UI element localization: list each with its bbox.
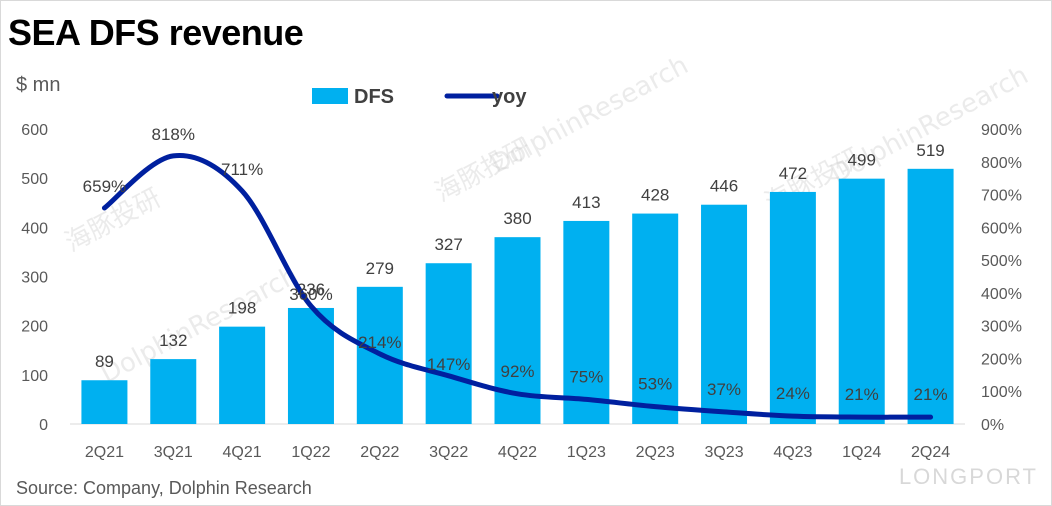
source-note: Source: Company, Dolphin Research (16, 478, 312, 498)
bar-dfs (81, 380, 128, 424)
yoy-value-label: 53% (638, 375, 672, 394)
y-left-tick-label: 0 (39, 417, 48, 434)
y-left-tick-label: 100 (21, 368, 48, 385)
bar-dfs (632, 213, 679, 424)
y-right-tick-label: 600% (981, 220, 1022, 237)
y-left-tick-label: 200 (21, 319, 48, 336)
y-right-tick-label: 0% (981, 417, 1004, 434)
yoy-point (654, 405, 657, 408)
yoy-value-label: 21% (914, 385, 948, 404)
x-tick-label: 1Q22 (291, 444, 330, 461)
yoy-point (378, 352, 381, 355)
x-tick-label: 2Q22 (360, 444, 399, 461)
bar-dfs (425, 263, 472, 424)
bar-dfs (907, 168, 954, 424)
legend-label-yoy: yoy (492, 86, 527, 108)
y-left-tick-label: 500 (21, 171, 48, 188)
x-tick-label: 4Q22 (498, 444, 537, 461)
bar-value-label: 380 (503, 209, 531, 228)
y-right-tick-label: 400% (981, 286, 1022, 303)
y-right-tick-label: 500% (981, 253, 1022, 270)
y-axis-unit-label: $ mn (16, 74, 61, 96)
x-tick-label: 2Q21 (85, 444, 124, 461)
bar-value-label: 132 (159, 331, 187, 350)
bar-value-label: 198 (228, 299, 256, 318)
bar-value-label: 413 (572, 193, 600, 212)
yoy-point (172, 154, 175, 157)
y-right-tick-label: 700% (981, 188, 1022, 205)
x-tick-label: 4Q23 (773, 444, 812, 461)
bar-value-label: 472 (779, 164, 807, 183)
y-right-tick-label: 100% (981, 384, 1022, 401)
bar-dfs (219, 326, 266, 424)
bar-value-label: 327 (434, 235, 462, 254)
yoy-value-label: 21% (845, 385, 879, 404)
yoy-value-label: 214% (358, 333, 401, 352)
yoy-value-label: 360% (289, 285, 332, 304)
legend-label-dfs: DFS (354, 86, 394, 108)
yoy-point (929, 416, 932, 419)
bar-value-label: 446 (710, 177, 738, 196)
yoy-point (791, 415, 794, 418)
yoy-point (447, 374, 450, 377)
x-tick-label: 1Q24 (842, 444, 881, 461)
yoy-point (723, 410, 726, 413)
yoy-value-label: 37% (707, 380, 741, 399)
chart-title: SEA DFS revenue (8, 12, 304, 53)
bar-dfs (838, 178, 885, 424)
legend-swatch-dfs (312, 88, 348, 104)
yoy-value-label: 92% (500, 362, 534, 381)
yoy-point (516, 392, 519, 395)
y-left-tick-label: 300 (21, 270, 48, 287)
watermark-longport: LONGPORT (898, 464, 1038, 489)
bar-dfs (701, 204, 748, 424)
yoy-point (103, 206, 106, 209)
bar-value-label: 89 (95, 352, 114, 371)
bar-dfs (287, 307, 334, 424)
bar-dfs (150, 359, 197, 424)
bar-value-label: 519 (916, 141, 944, 160)
x-tick-label: 3Q23 (704, 444, 743, 461)
bar-value-label: 279 (366, 259, 394, 278)
yoy-point (309, 305, 312, 307)
x-tick-label: 3Q22 (429, 444, 468, 461)
yoy-value-label: 24% (776, 384, 810, 403)
yoy-value-label: 75% (569, 367, 603, 386)
y-right-tick-label: 300% (981, 319, 1022, 336)
x-tick-label: 4Q21 (223, 444, 262, 461)
bar-value-label: 499 (848, 151, 876, 170)
yoy-value-label: 711% (221, 160, 263, 179)
yoy-value-label: 147% (427, 355, 470, 374)
yoy-value-label: 659% (83, 177, 126, 196)
yoy-value-label: 818% (152, 125, 195, 144)
yoy-point (585, 398, 588, 401)
x-tick-label: 3Q21 (154, 444, 193, 461)
x-tick-label: 1Q23 (567, 444, 606, 461)
bar-dfs (769, 191, 816, 424)
y-right-tick-label: 900% (981, 122, 1022, 139)
bar-value-label: 428 (641, 186, 669, 205)
y-left-tick-label: 400 (21, 220, 48, 237)
y-right-tick-label: 800% (981, 155, 1022, 172)
yoy-point (860, 416, 863, 419)
y-right-tick-label: 200% (981, 351, 1022, 368)
yoy-point (241, 189, 244, 192)
bar-dfs (563, 220, 610, 424)
x-tick-label: 2Q24 (911, 444, 950, 461)
y-left-tick-label: 600 (21, 122, 48, 139)
x-tick-label: 2Q23 (636, 444, 675, 461)
